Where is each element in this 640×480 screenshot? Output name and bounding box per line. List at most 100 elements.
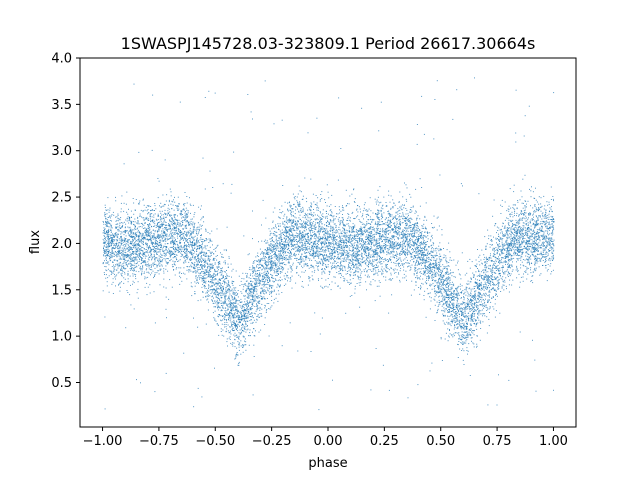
data-point bbox=[265, 279, 267, 281]
data-point bbox=[250, 284, 252, 286]
data-point bbox=[183, 267, 185, 269]
data-point bbox=[184, 260, 186, 262]
data-point bbox=[191, 224, 193, 226]
data-point bbox=[250, 293, 252, 295]
data-point bbox=[156, 253, 158, 255]
data-point bbox=[535, 187, 536, 189]
data-point bbox=[528, 246, 530, 247]
data-point bbox=[383, 196, 385, 198]
data-point bbox=[382, 227, 384, 229]
data-point bbox=[380, 252, 382, 254]
data-point bbox=[345, 254, 347, 256]
data-point bbox=[413, 289, 415, 291]
data-point bbox=[420, 273, 422, 274]
data-point bbox=[463, 302, 465, 303]
data-point bbox=[534, 237, 535, 239]
data-point bbox=[169, 255, 171, 257]
data-point bbox=[174, 240, 176, 242]
data-point bbox=[300, 225, 302, 227]
data-point bbox=[113, 245, 115, 247]
data-point bbox=[174, 232, 176, 234]
data-point bbox=[274, 251, 276, 253]
data-point bbox=[221, 253, 223, 255]
data-point bbox=[548, 223, 550, 225]
data-point bbox=[542, 250, 544, 252]
data-point bbox=[167, 210, 169, 212]
data-point bbox=[532, 247, 534, 249]
data-point bbox=[263, 286, 265, 288]
data-point bbox=[472, 320, 474, 322]
data-point bbox=[479, 304, 481, 306]
data-point bbox=[500, 260, 502, 262]
data-point bbox=[490, 235, 492, 237]
data-point bbox=[185, 211, 186, 213]
data-point bbox=[179, 239, 181, 241]
data-point bbox=[188, 266, 190, 268]
data-point bbox=[253, 312, 255, 314]
data-point bbox=[345, 205, 347, 207]
data-point bbox=[254, 279, 256, 281]
data-point bbox=[253, 344, 255, 346]
data-point bbox=[132, 238, 134, 240]
data-point bbox=[381, 245, 383, 247]
data-point bbox=[515, 219, 517, 221]
data-point bbox=[405, 270, 407, 272]
data-point bbox=[363, 233, 365, 235]
data-point bbox=[336, 239, 338, 241]
data-point bbox=[186, 249, 188, 251]
data-point bbox=[454, 332, 456, 334]
data-point bbox=[164, 228, 166, 230]
data-point bbox=[392, 206, 394, 207]
data-point bbox=[404, 233, 406, 235]
data-point bbox=[283, 248, 285, 250]
data-point bbox=[293, 237, 295, 238]
data-point bbox=[347, 246, 349, 248]
data-point bbox=[534, 237, 536, 239]
data-point bbox=[110, 225, 112, 227]
data-point bbox=[291, 269, 293, 271]
data-point bbox=[331, 194, 333, 196]
data-point bbox=[524, 207, 526, 209]
data-point bbox=[289, 227, 291, 229]
data-point bbox=[314, 234, 316, 236]
data-point bbox=[550, 215, 552, 217]
data-point bbox=[311, 255, 313, 257]
data-point bbox=[183, 216, 185, 218]
scatter-points bbox=[102, 77, 555, 411]
data-point bbox=[446, 305, 447, 307]
data-point bbox=[483, 275, 485, 277]
data-point bbox=[217, 306, 219, 308]
data-point bbox=[132, 229, 134, 231]
data-point bbox=[253, 270, 255, 272]
data-point bbox=[390, 272, 392, 274]
data-point bbox=[375, 264, 377, 266]
data-point bbox=[129, 251, 131, 253]
data-point bbox=[352, 230, 354, 232]
data-point bbox=[309, 209, 311, 211]
data-point bbox=[407, 219, 408, 221]
data-point bbox=[131, 243, 133, 245]
data-point bbox=[465, 340, 467, 342]
data-point bbox=[360, 254, 362, 256]
data-point bbox=[324, 248, 326, 250]
data-point bbox=[236, 315, 238, 317]
data-point bbox=[373, 234, 375, 236]
data-point bbox=[358, 258, 360, 259]
data-point bbox=[438, 267, 440, 268]
data-point bbox=[259, 283, 261, 285]
data-point bbox=[422, 283, 424, 285]
data-point bbox=[269, 246, 271, 248]
data-point bbox=[421, 282, 423, 284]
data-point bbox=[289, 205, 291, 207]
data-point bbox=[370, 284, 372, 286]
data-point bbox=[145, 206, 147, 208]
data-point bbox=[121, 253, 123, 255]
data-point bbox=[242, 344, 244, 346]
data-point bbox=[499, 312, 501, 314]
data-point bbox=[279, 241, 281, 243]
data-point bbox=[321, 317, 323, 319]
data-point bbox=[430, 240, 432, 242]
data-point bbox=[232, 309, 234, 311]
data-point bbox=[328, 256, 330, 258]
data-point bbox=[181, 236, 183, 238]
